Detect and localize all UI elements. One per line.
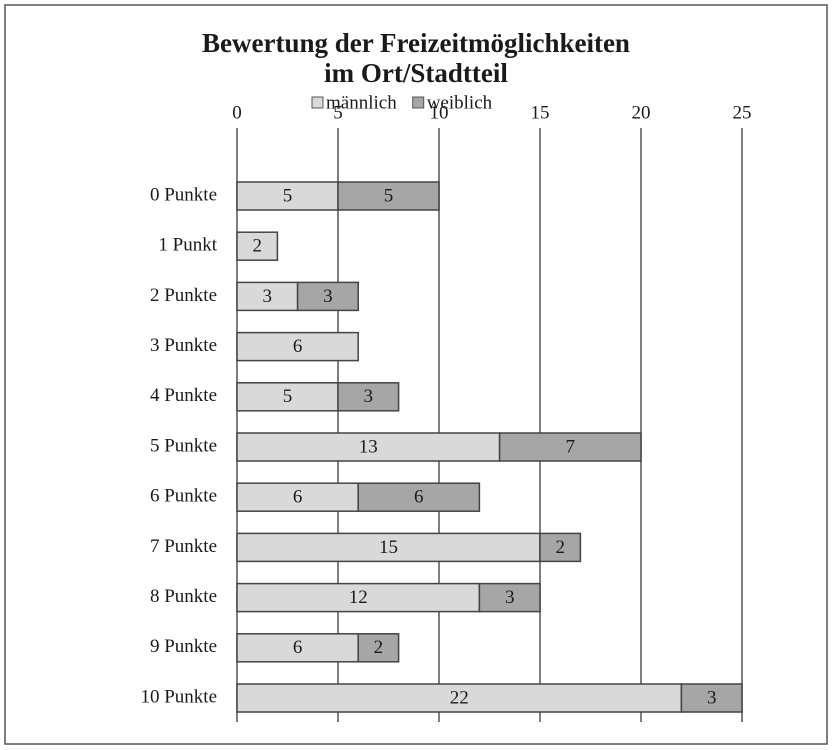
y-tick-label: 6 Punkte [150, 486, 217, 507]
x-tick-label: 20 [632, 102, 651, 123]
data-label: 3 [323, 286, 333, 307]
data-label: 5 [283, 386, 293, 407]
y-tick-label: 10 Punkte [140, 686, 217, 707]
data-label: 2 [555, 537, 565, 558]
bar [498, 432, 642, 462]
legend-swatch [412, 96, 425, 109]
data-label: 15 [379, 537, 398, 558]
bar [357, 633, 400, 663]
data-label: 7 [566, 436, 576, 457]
bar [357, 482, 481, 512]
data-label: 6 [293, 637, 303, 658]
y-tick-label: 2 Punkte [150, 285, 217, 306]
data-label: 13 [359, 436, 378, 457]
y-tick-label: 3 Punkte [150, 335, 217, 356]
bar [337, 181, 440, 211]
chart-title: Bewertung der Freizeitmöglichkeiten [202, 28, 630, 58]
y-tick-label: 9 Punkte [150, 636, 217, 657]
bar [478, 582, 541, 613]
x-tick-label: 15 [531, 102, 550, 123]
y-tick-label: 1 Punkt [158, 235, 217, 256]
bar [236, 633, 359, 663]
data-label: 3 [505, 587, 515, 608]
y-tick-label: 4 Punkte [150, 385, 217, 406]
chart-title: im Ort/Stadtteil [324, 58, 508, 88]
y-tick-label: 8 Punkte [150, 586, 217, 607]
bar [236, 582, 481, 613]
x-tick-label: 5 [333, 102, 343, 123]
y-tick-label: 5 Punkte [150, 435, 217, 456]
y-tick-label: 0 Punkte [150, 184, 217, 205]
data-label: 6 [414, 487, 424, 508]
bar [236, 683, 683, 713]
bar [337, 382, 400, 412]
data-label: 3 [364, 386, 374, 407]
bar [680, 683, 743, 713]
bar [236, 331, 359, 362]
data-label: 5 [384, 185, 394, 206]
data-label: 2 [374, 637, 384, 658]
y-tick-label: 7 Punkte [150, 536, 217, 557]
data-label: 3 [707, 687, 717, 708]
data-label: 6 [293, 336, 303, 357]
data-label: 2 [252, 236, 262, 257]
legend-label: männlich [326, 92, 397, 113]
x-tick-label: 10 [430, 102, 449, 123]
data-label: 3 [263, 286, 273, 307]
bar [296, 281, 359, 312]
data-label: 5 [283, 185, 293, 206]
bar [236, 281, 299, 312]
bar [539, 532, 582, 563]
data-label: 12 [349, 587, 368, 608]
legend-label: weiblich [427, 92, 493, 113]
x-tick-label: 25 [733, 102, 752, 123]
x-tick-label: 0 [232, 102, 242, 123]
data-label: 6 [293, 487, 303, 508]
chart-border [4, 4, 828, 745]
legend-swatch [311, 96, 324, 109]
bar [236, 231, 279, 261]
data-label: 22 [450, 687, 469, 708]
